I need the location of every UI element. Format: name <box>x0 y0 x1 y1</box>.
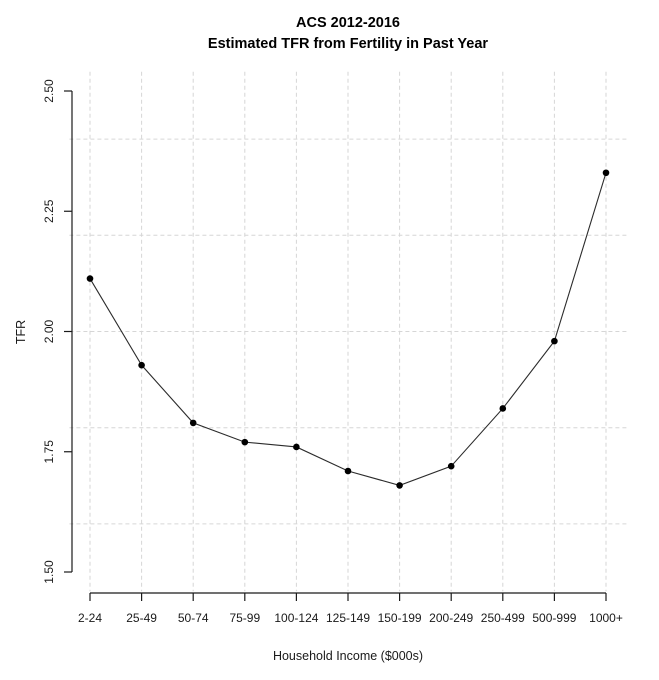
data-point <box>138 361 145 369</box>
axes: 1.50 1.75 2.00 2.25 2.50 2-24 25-49 50-74 75-99 1… <box>42 79 623 625</box>
x-tick-label: 200-249 <box>429 611 473 625</box>
data-point <box>189 419 197 427</box>
y-tick-label: 2.00 <box>42 319 56 343</box>
x-tick-label: 250-499 <box>481 611 525 625</box>
data-point <box>602 169 610 177</box>
x-tick-label: 100-124 <box>274 611 318 625</box>
x-tick-label: 500-999 <box>532 611 576 625</box>
y-tick-label: 2.50 <box>42 79 56 103</box>
data-point <box>344 467 352 475</box>
chart-title: ACS 2012-2016 <box>296 15 400 31</box>
x-tick-label: 150-199 <box>378 611 422 625</box>
data-point <box>241 438 249 446</box>
x-tick-label: 2-24 <box>78 611 102 625</box>
data-series <box>86 169 610 489</box>
data-point <box>396 482 403 489</box>
x-tick-label: 50-74 <box>178 611 209 625</box>
y-tick-label: 1.75 <box>42 440 56 464</box>
gridlines <box>69 71 627 592</box>
x-tick-label: 75-99 <box>229 611 260 625</box>
data-point <box>293 443 300 451</box>
x-tick-label: 125-149 <box>326 611 370 625</box>
y-tick-label: 2.25 <box>42 199 56 223</box>
data-point <box>86 275 94 282</box>
data-point <box>447 462 455 470</box>
chart-subtitle: Estimated TFR from Fertility in Past Yea… <box>208 36 489 52</box>
y-axis-title: TFR <box>14 320 28 344</box>
data-point <box>551 337 558 345</box>
y-tick-label: 1.50 <box>42 560 56 584</box>
x-tick-label: 25-49 <box>126 611 157 625</box>
data-point <box>499 405 507 412</box>
x-tick-label: 1000+ <box>589 611 623 625</box>
x-axis-title: Household Income ($000s) <box>273 649 423 663</box>
